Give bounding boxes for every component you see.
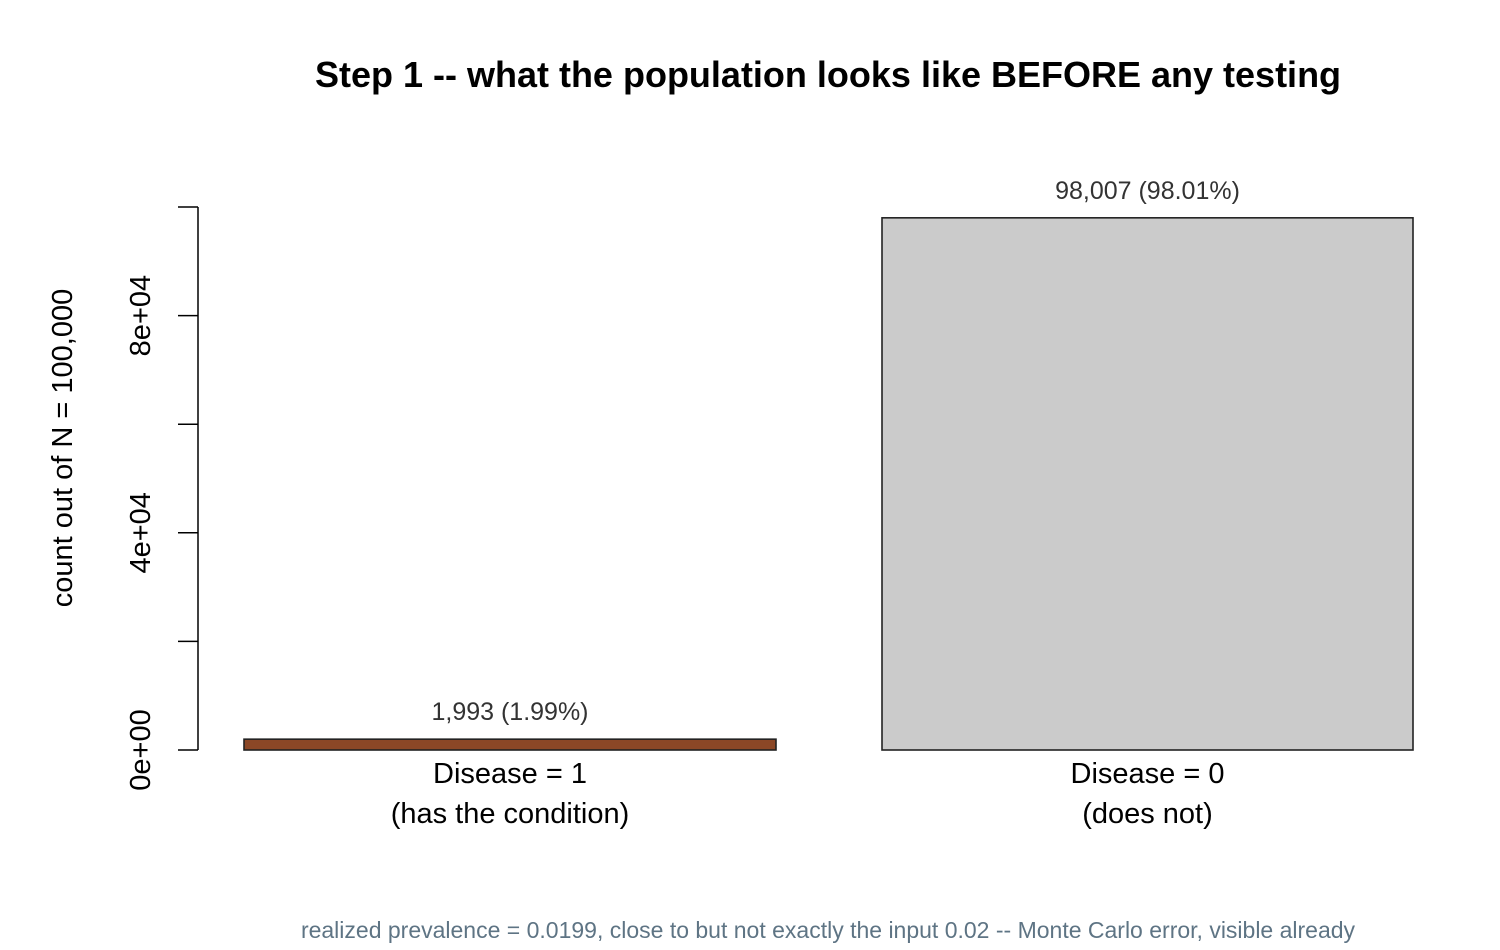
y-axis-ticks: 0e+00 4e+04 8e+04 (125, 206, 198, 791)
chart-title: Step 1 -- what the population looks like… (315, 54, 1341, 95)
category-label-1-line2: (has the condition) (391, 798, 630, 830)
chart-caption: realized prevalence = 0.0199, close to b… (301, 917, 1356, 943)
y-tick-label: 8e+04 (125, 275, 157, 356)
data-label-2: 98,007 (98.01%) (1055, 177, 1240, 205)
category-label-2-line1: Disease = 0 (1071, 758, 1225, 790)
category-label-2-line2: (does not) (1082, 798, 1213, 830)
data-labels-group: 1,993 (1.99%) 98,007 (98.01%) (431, 177, 1239, 726)
bars-group (243, 217, 1414, 751)
bar-2 (881, 217, 1414, 751)
category-label-1-line1: Disease = 1 (433, 758, 587, 790)
y-tick-label: 4e+04 (125, 492, 157, 573)
category-labels-group: Disease = 1 (has the condition) Disease = … (391, 758, 1225, 830)
bar-1 (243, 738, 777, 751)
y-tick-label: 0e+00 (125, 709, 157, 790)
data-label-1: 1,993 (1.99%) (431, 698, 588, 726)
y-axis-label: count out of N = 100,000 (47, 289, 79, 607)
